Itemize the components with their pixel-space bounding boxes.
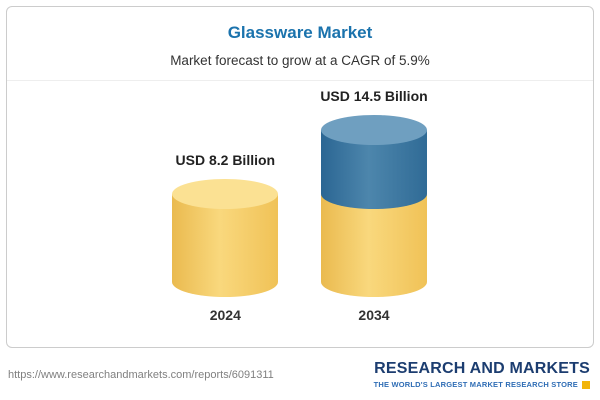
cylinder-2024: [172, 179, 279, 297]
chart-title: Glassware Market: [227, 23, 373, 42]
x-tick-2034: 2034: [358, 307, 390, 323]
cylinder-top-ellipse-2024: [172, 179, 279, 209]
report-url-link[interactable]: https://www.researchandmarkets.com/repor…: [8, 369, 274, 381]
chart-area: USD 8.2 Billion 2024 USD 14.5 Billion 20…: [7, 85, 593, 323]
research-and-markets-logo: RESEARCH AND MARKETS THE WORLD'S LARGEST…: [373, 360, 590, 390]
x-tick-2024: 2024: [209, 307, 241, 323]
chart-card: Glassware Market Market forecast to grow…: [6, 6, 594, 348]
chart-header: Glassware Market Market forecast to grow…: [7, 7, 593, 81]
cylinder-body-2024: [172, 194, 279, 297]
logo-title: RESEARCH AND MARKETS: [374, 360, 590, 378]
cylinder-top-ellipse-2034: [320, 115, 427, 145]
logo-yellow-square-icon: [582, 381, 590, 390]
cylinder-2034: [320, 115, 427, 297]
bar-column-2024: USD 8.2 Billion 2024: [172, 152, 279, 323]
bar-value-label-2034: USD 14.5 Billion: [320, 88, 428, 104]
chart-subtitle: Market forecast to grow at a CAGR of 5.9…: [170, 53, 430, 68]
footer: https://www.researchandmarkets.com/repor…: [0, 352, 600, 398]
logo-tagline-row: THE WORLD'S LARGEST MARKET RESEARCH STOR…: [373, 379, 590, 390]
cylinder-base-segment-2034: [320, 194, 427, 297]
logo-tagline: THE WORLD'S LARGEST MARKET RESEARCH STOR…: [373, 379, 578, 389]
bar-column-2034: USD 14.5 Billion 2034: [320, 88, 427, 323]
bar-value-label-2024: USD 8.2 Billion: [175, 152, 276, 168]
